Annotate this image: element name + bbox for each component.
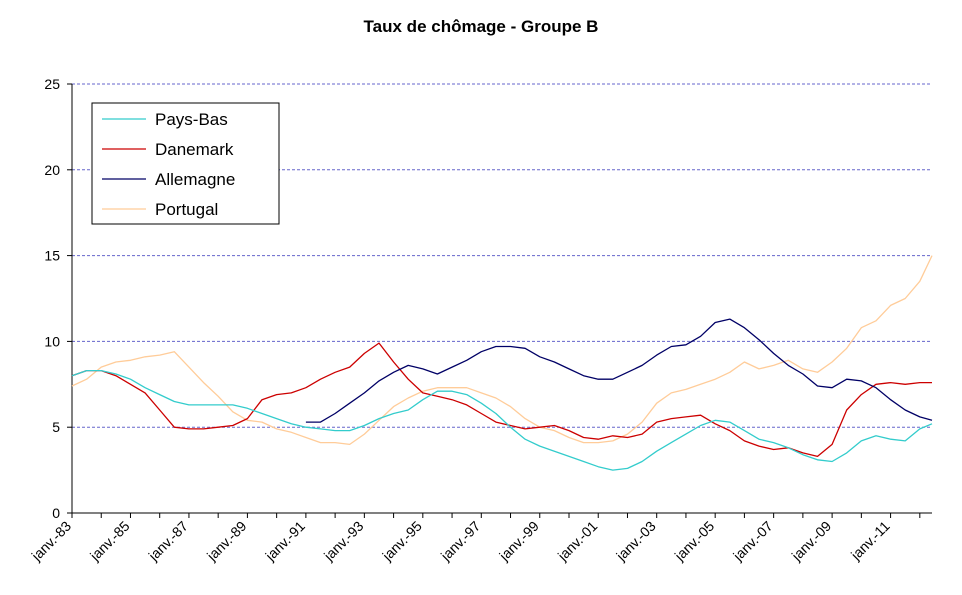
legend-label-pays-bas: Pays-Bas bbox=[155, 110, 228, 129]
chart-title: Taux de chômage - Groupe B bbox=[363, 17, 599, 36]
y-tick-label-25: 25 bbox=[44, 76, 60, 92]
x-tick-label-janv.-85: janv.-85 bbox=[86, 518, 133, 565]
x-tick-label-janv.-91: janv.-91 bbox=[261, 518, 308, 565]
x-tick-label-janv.-87: janv.-87 bbox=[145, 518, 192, 565]
legend-box bbox=[91, 102, 280, 225]
series-line-pays-bas bbox=[71, 369, 933, 471]
x-tick-labels: janv.-83 janv.-85 janv.-87 janv.-89 janv.-91… bbox=[28, 513, 921, 565]
y-tick-label-10: 10 bbox=[44, 333, 60, 349]
series-line-allemagne bbox=[305, 318, 933, 423]
x-tick-label-janv.-03: janv.-03 bbox=[612, 518, 659, 565]
y-tick-label-5: 5 bbox=[52, 419, 60, 435]
series-layer bbox=[71, 255, 933, 471]
x-tick-label-janv.-93: janv.-93 bbox=[320, 518, 367, 565]
legend-label-portugal: Portugal bbox=[155, 200, 218, 219]
x-tick-label-janv.-89: janv.-89 bbox=[203, 518, 250, 565]
x-tick-label-janv.-01: janv.-01 bbox=[554, 518, 601, 565]
legend: Pays-Bas Danemark Allemagne Portugal bbox=[91, 102, 280, 225]
x-tick-label-janv.-83: janv.-83 bbox=[28, 518, 75, 565]
series-line-portugal bbox=[71, 255, 933, 446]
y-tick-label-0: 0 bbox=[52, 505, 60, 521]
x-tick-label-janv.-99: janv.-99 bbox=[495, 518, 542, 565]
legend-label-danemark: Danemark bbox=[155, 140, 234, 159]
y-tick-label-15: 15 bbox=[44, 248, 60, 264]
axes bbox=[71, 84, 932, 514]
x-tick-label-janv.-09: janv.-09 bbox=[788, 518, 835, 565]
series-line-danemark bbox=[71, 342, 932, 458]
legend-label-allemagne: Allemagne bbox=[155, 170, 235, 189]
y-tick-label-20: 20 bbox=[44, 162, 60, 178]
y-tick-labels: 0 5 10 15 20 25 bbox=[44, 76, 72, 521]
gridlines bbox=[72, 83, 932, 428]
x-tick-label-janv.-05: janv.-05 bbox=[671, 518, 718, 565]
x-tick-label-janv.-07: janv.-07 bbox=[729, 518, 776, 565]
x-tick-label-janv.-97: janv.-97 bbox=[437, 518, 484, 565]
x-tick-label-janv.-95: janv.-95 bbox=[378, 518, 425, 565]
x-tick-label-janv.-11: janv.-11 bbox=[847, 518, 893, 564]
